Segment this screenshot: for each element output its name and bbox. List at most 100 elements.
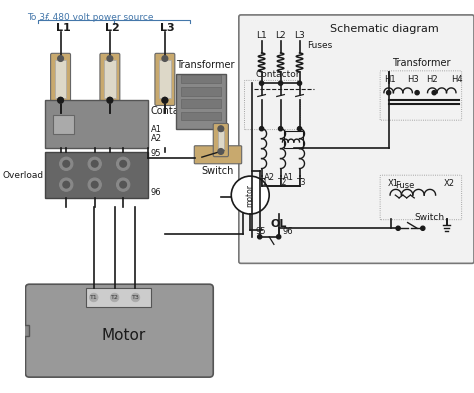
- Text: 95: 95: [256, 227, 266, 236]
- Circle shape: [58, 97, 64, 103]
- Circle shape: [58, 56, 64, 61]
- Text: T1: T1: [90, 295, 98, 300]
- Text: L3: L3: [160, 24, 175, 33]
- Bar: [86, 288, 151, 307]
- FancyBboxPatch shape: [155, 53, 175, 105]
- Circle shape: [117, 157, 130, 171]
- Text: Overload: Overload: [2, 171, 44, 180]
- Bar: [176, 74, 226, 129]
- Bar: [218, 130, 224, 150]
- FancyBboxPatch shape: [239, 15, 474, 263]
- Bar: [181, 112, 221, 120]
- Text: L2: L2: [105, 24, 120, 33]
- Bar: [159, 61, 171, 98]
- Bar: [181, 75, 221, 83]
- Bar: [55, 61, 66, 98]
- Circle shape: [218, 149, 224, 154]
- Text: T2: T2: [111, 295, 118, 300]
- FancyBboxPatch shape: [26, 284, 213, 377]
- Text: Schematic diagram: Schematic diagram: [330, 24, 438, 35]
- Circle shape: [415, 90, 419, 95]
- Circle shape: [60, 157, 73, 171]
- Text: Contactor: Contactor: [256, 70, 301, 79]
- Circle shape: [91, 181, 98, 188]
- Text: L2: L2: [275, 31, 286, 40]
- Text: 96: 96: [151, 188, 161, 197]
- Circle shape: [218, 126, 224, 132]
- Circle shape: [279, 81, 283, 85]
- FancyBboxPatch shape: [51, 53, 71, 105]
- Text: Switch: Switch: [202, 166, 234, 176]
- Circle shape: [387, 90, 391, 95]
- Text: H1: H1: [384, 75, 395, 84]
- Text: Switch: Switch: [414, 213, 445, 222]
- Circle shape: [88, 178, 101, 191]
- Circle shape: [63, 160, 70, 167]
- Circle shape: [421, 226, 425, 230]
- Text: A1: A1: [151, 125, 162, 134]
- Circle shape: [298, 127, 301, 131]
- Text: motor: motor: [246, 184, 255, 207]
- Circle shape: [131, 293, 140, 302]
- Circle shape: [259, 127, 264, 131]
- Text: To 3-: To 3-: [27, 13, 49, 22]
- Circle shape: [107, 97, 113, 103]
- Bar: [181, 99, 221, 108]
- Circle shape: [231, 176, 269, 214]
- Circle shape: [120, 181, 127, 188]
- Bar: [53, 116, 74, 134]
- Circle shape: [58, 97, 64, 103]
- Text: A1: A1: [283, 173, 293, 182]
- Circle shape: [91, 160, 98, 167]
- Text: T2: T2: [278, 178, 287, 187]
- Circle shape: [298, 81, 301, 85]
- Text: 96: 96: [283, 227, 293, 236]
- Bar: [181, 87, 221, 95]
- Circle shape: [396, 226, 400, 230]
- Circle shape: [107, 97, 113, 103]
- Circle shape: [257, 235, 262, 239]
- Text: 95: 95: [151, 149, 161, 158]
- Bar: [284, 130, 303, 148]
- Text: H3: H3: [408, 75, 419, 84]
- FancyBboxPatch shape: [213, 123, 228, 157]
- Circle shape: [162, 97, 168, 103]
- Bar: [12, 325, 29, 336]
- Circle shape: [60, 178, 73, 191]
- Circle shape: [276, 235, 281, 239]
- Text: H4: H4: [451, 75, 463, 84]
- Bar: [46, 152, 148, 198]
- Circle shape: [107, 56, 113, 61]
- Text: T3: T3: [297, 178, 306, 187]
- Text: Motor: Motor: [102, 328, 146, 343]
- FancyBboxPatch shape: [194, 146, 242, 164]
- Text: L1: L1: [256, 31, 267, 40]
- Text: Fuses: Fuses: [307, 41, 332, 50]
- Text: A2: A2: [151, 134, 162, 143]
- Text: X1: X1: [388, 179, 399, 188]
- Circle shape: [279, 127, 283, 131]
- Text: Transformer: Transformer: [176, 60, 235, 70]
- Text: T1: T1: [259, 178, 268, 187]
- Text: X2: X2: [444, 179, 455, 188]
- Text: Fuse: Fuse: [395, 182, 414, 191]
- Bar: [46, 100, 148, 148]
- Text: H2: H2: [427, 75, 438, 84]
- Text: T3: T3: [132, 295, 139, 300]
- Circle shape: [259, 81, 264, 85]
- FancyBboxPatch shape: [100, 53, 120, 105]
- Text: L1: L1: [56, 24, 71, 33]
- Text: Contactor: Contactor: [151, 106, 199, 116]
- Circle shape: [432, 90, 436, 95]
- Circle shape: [162, 56, 168, 61]
- Text: Transformer: Transformer: [392, 58, 450, 68]
- Circle shape: [162, 97, 168, 103]
- Circle shape: [120, 160, 127, 167]
- Text: , 480 volt power source: , 480 volt power source: [47, 13, 154, 22]
- Circle shape: [110, 293, 119, 302]
- Bar: [104, 61, 116, 98]
- Circle shape: [63, 181, 70, 188]
- Text: A2: A2: [264, 173, 274, 182]
- Text: L3: L3: [294, 31, 305, 40]
- Circle shape: [90, 293, 98, 302]
